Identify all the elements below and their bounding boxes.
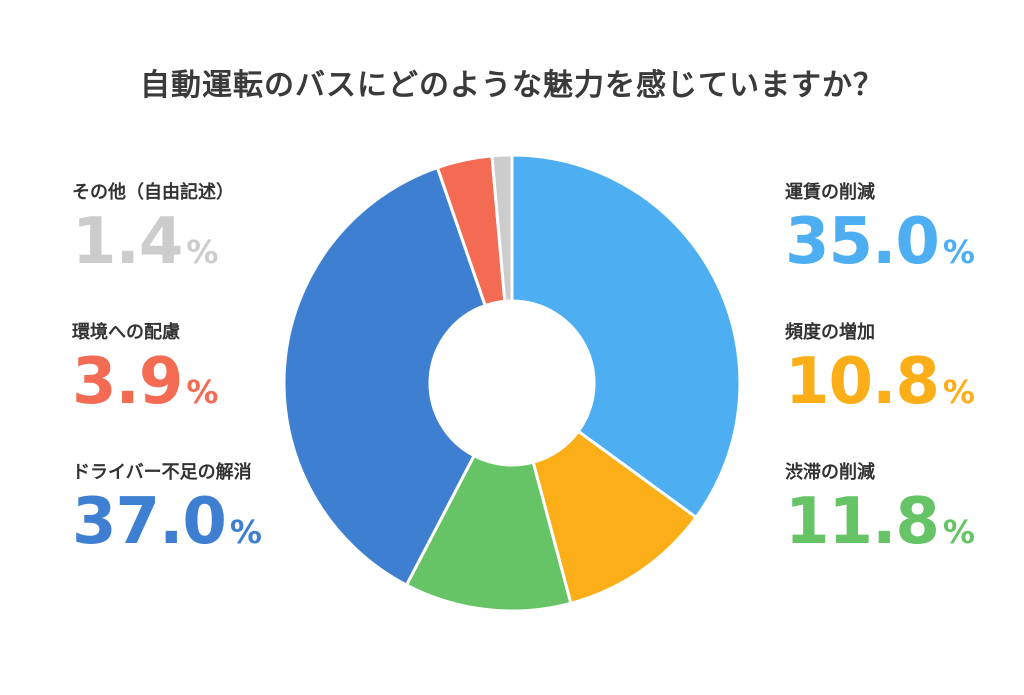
slice-value-other: 1.4% (72, 210, 234, 274)
donut-slice-3 (282, 166, 487, 587)
slice-label-driver-shortage: ドライバー不足の解消 (72, 462, 252, 483)
callout-driver-shortage: ドライバー不足の解消 37.0% (72, 458, 262, 554)
callout-other: その他（自由記述） 1.4% (72, 178, 234, 274)
slice-value-driver-shortage: 37.0% (72, 490, 262, 554)
percent-sign: % (942, 233, 975, 271)
callout-environment: 環境への配慮 3.9% (72, 318, 218, 414)
donut-slice-1 (531, 429, 698, 605)
slice-value-number: 35.0 (785, 205, 940, 279)
slice-value-number: 3.9 (72, 345, 183, 419)
slice-label-other: その他（自由記述） (72, 182, 234, 203)
donut-slice-2 (404, 454, 573, 613)
slice-value-frequency-increase: 10.8% (785, 350, 975, 414)
percent-sign: % (942, 373, 975, 411)
slice-label-environment: 環境への配慮 (72, 322, 180, 343)
callout-congestion-reduction: 渋滞の削減 11.8% (785, 458, 975, 554)
percent-sign: % (186, 233, 219, 271)
percent-sign: % (229, 513, 262, 551)
slice-label-congestion-reduction: 渋滞の削減 (785, 462, 875, 483)
slice-value-fare-reduction: 35.0% (785, 210, 975, 274)
slice-value-environment: 3.9% (72, 350, 218, 414)
slice-label-frequency-increase: 頻度の増加 (785, 322, 875, 343)
callout-fare-reduction: 運賃の削減 35.0% (785, 178, 975, 274)
slice-value-number: 1.4 (72, 205, 183, 279)
slice-value-number: 11.8 (785, 485, 940, 559)
percent-sign: % (186, 373, 219, 411)
slice-label-fare-reduction: 運賃の削減 (785, 182, 875, 203)
percent-sign: % (942, 513, 975, 551)
donut-slice-5 (490, 153, 514, 303)
callout-frequency-increase: 頻度の増加 10.8% (785, 318, 975, 414)
chart-title: 自動運転のバスにどのような魅力を感じていますか？ (140, 68, 884, 103)
donut-slice-0 (510, 153, 742, 519)
slice-value-number: 10.8 (785, 345, 940, 419)
slice-value-congestion-reduction: 11.8% (785, 490, 975, 554)
slice-value-number: 37.0 (72, 485, 227, 559)
